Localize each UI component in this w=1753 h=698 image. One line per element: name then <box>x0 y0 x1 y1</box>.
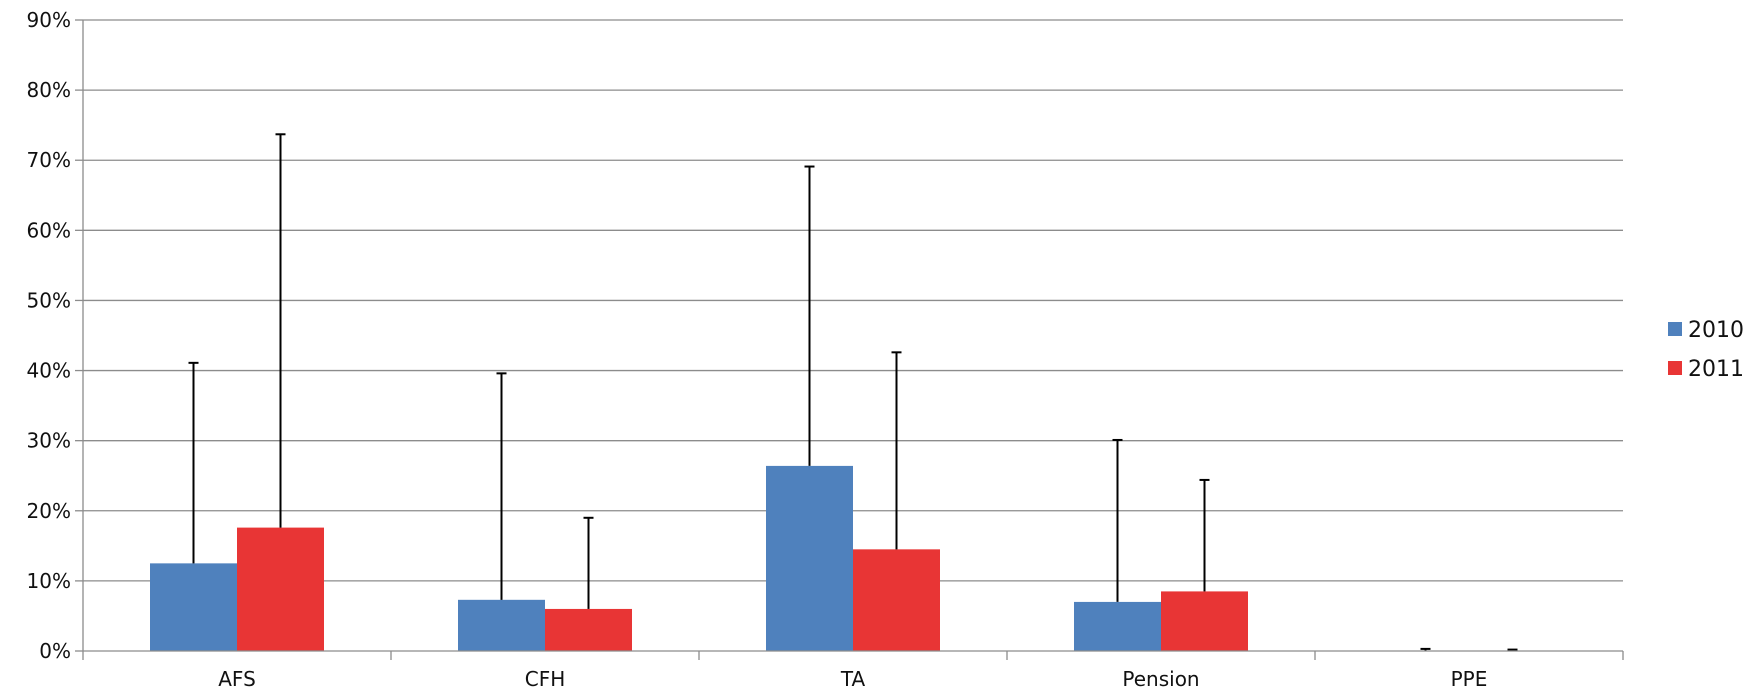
y-tick-label: 60% <box>27 218 71 242</box>
y-tick-label: 40% <box>27 359 71 383</box>
y-tick-label: 90% <box>27 8 71 32</box>
legend-label-2010: 2010 <box>1688 318 1744 343</box>
legend-swatch-2010 <box>1668 322 1682 336</box>
y-tick-label: 70% <box>27 148 71 172</box>
bars <box>150 465 1248 651</box>
bar-2010-afs <box>150 563 237 651</box>
y-tick-label: 0% <box>39 639 71 663</box>
legend: 2010 2011 <box>1668 318 1744 382</box>
x-tick-label-ta: TA <box>840 667 866 691</box>
bar-2011-afs <box>237 527 324 651</box>
gridlines <box>83 19 1623 582</box>
bar-2010-cfh <box>458 599 545 651</box>
y-tick-label: 10% <box>27 569 71 593</box>
y-tick-label: 20% <box>27 499 71 523</box>
x-tick-label-ppe: PPE <box>1451 667 1488 691</box>
bar-2011-ta <box>853 549 940 651</box>
y-tick-label: 50% <box>27 288 71 312</box>
x-tick-label-pension: Pension <box>1122 667 1199 691</box>
y-tick-label: 80% <box>27 78 71 102</box>
legend-label-2011: 2011 <box>1688 357 1744 382</box>
bar-2010-ta <box>766 465 853 651</box>
bar-2010-pension <box>1074 601 1161 651</box>
y-tick-label: 30% <box>27 429 71 453</box>
legend-swatch-2011 <box>1668 361 1682 375</box>
x-axis: AFS CFH TA Pension PPE <box>82 20 1624 691</box>
error-bars <box>188 133 1518 651</box>
x-tick-label-cfh: CFH <box>525 667 566 691</box>
bar-2011-cfh <box>545 608 632 651</box>
bar-2011-pension <box>1161 591 1248 651</box>
y-axis-tick-labels: 0% 10% 20% 30% 40% 50% 60% 70% 80% 90% <box>27 8 83 663</box>
x-tick-label-afs: AFS <box>218 667 256 691</box>
